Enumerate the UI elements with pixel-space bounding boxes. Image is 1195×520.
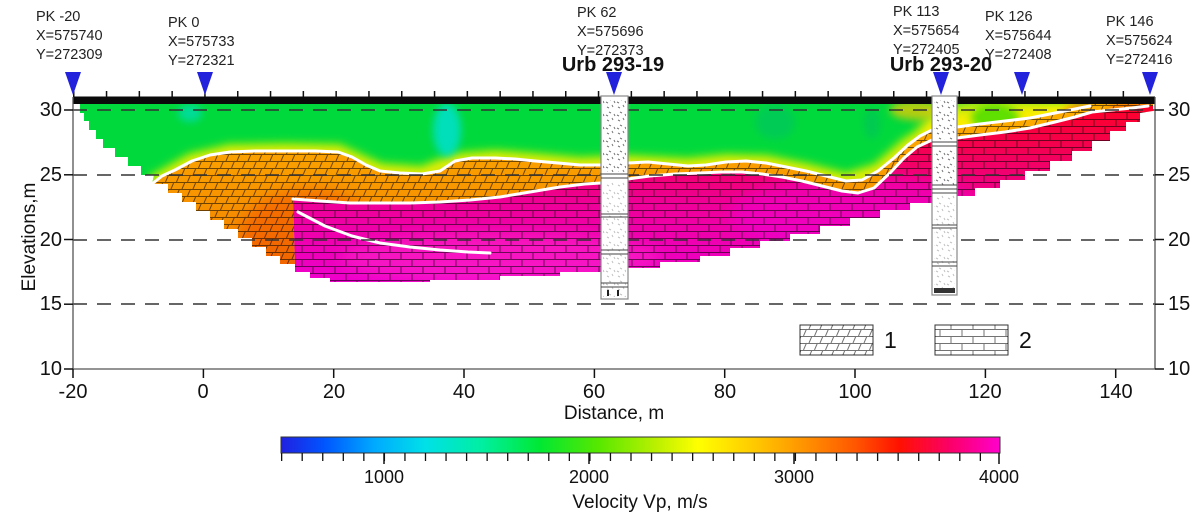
pk-y: Y=272416	[1106, 52, 1173, 68]
pk-x: X=575644	[985, 28, 1052, 44]
x-tick-label: -20	[58, 381, 88, 403]
boundary-red-magenta	[296, 210, 492, 255]
pk-y: Y=272408	[985, 47, 1052, 63]
layer-boundary-lines	[150, 104, 1150, 255]
y-axis-title: Elevations,m	[19, 182, 40, 292]
pk-marker-icon	[933, 72, 949, 95]
pk-x: X=575654	[893, 23, 960, 39]
pk-y: Y=272405	[893, 42, 960, 58]
pk-name: PK 0	[168, 15, 200, 31]
x-tick-label: 80	[713, 381, 737, 403]
colorbar-title: Velocity Vp, m/s	[572, 492, 708, 513]
y-tick-label: 30	[39, 99, 62, 121]
y-tick-label: 25	[39, 164, 62, 186]
y-axis-ticks-right	[1155, 109, 1164, 370]
y-axis-ticks-left	[64, 109, 73, 370]
pk-label-block: PK 146 X=575624 Y=272416	[1106, 13, 1173, 70]
pk-name: PK 146	[1106, 14, 1154, 30]
y-tick-label: 30	[1168, 99, 1191, 121]
borehole-label-urb-293-20: Urb 293-20	[889, 54, 993, 76]
pk-x: X=575740	[36, 28, 103, 44]
pk-y: Y=272373	[577, 43, 644, 59]
boundary-green-orange	[150, 104, 1092, 186]
pk-marker-icons	[65, 72, 1158, 95]
x-tick-label: 40	[452, 381, 476, 403]
pk-x: X=575696	[577, 24, 644, 40]
pk-x: X=575624	[1106, 33, 1173, 49]
x-tick-label: 20	[322, 381, 346, 403]
x-tick-label: 100	[838, 381, 872, 403]
colorbar-tick-label: 1000	[363, 467, 405, 487]
pk-marker-icon	[1014, 72, 1030, 95]
legend-swatch-2	[934, 324, 1009, 356]
pk-marker-icon	[1142, 72, 1158, 95]
velocity-colorbar	[280, 436, 1001, 464]
legend-item-2-label: 2	[1019, 327, 1032, 353]
axes-frame	[72, 97, 1156, 370]
pk-y: Y=272321	[168, 53, 235, 69]
pk-name: PK 62	[577, 5, 617, 21]
y-tick-label: 10	[39, 358, 62, 380]
pk-name: PK -20	[36, 9, 81, 25]
colorbar-tick-label: 4000	[978, 467, 1020, 487]
pk-x: X=575733	[168, 34, 235, 50]
borehole-urb-293-19	[600, 95, 629, 300]
x-tick-label: 0	[197, 381, 209, 403]
pk-label-block: PK -20 X=575740 Y=272309	[36, 8, 103, 65]
pk-label-block: PK 126 X=575644 Y=272408	[985, 8, 1052, 65]
x-tick-label: 60	[582, 381, 606, 403]
colorbar-tick-label: 3000	[773, 467, 815, 487]
y-tick-label: 10	[1168, 358, 1191, 380]
legend-swatch-1	[799, 324, 874, 356]
pk-marker-icon	[65, 72, 81, 95]
y-tick-label: 20	[39, 229, 62, 251]
x-tick-label: 140	[1099, 381, 1133, 403]
pk-label-block: PK 62 X=575696 Y=272373	[577, 4, 644, 61]
y-tick-label: 20	[1168, 229, 1191, 251]
legend-item-1-label: 1	[884, 327, 897, 353]
colorbar-tick-label: 2000	[568, 467, 610, 487]
boundary-orange-magenta	[291, 104, 1150, 205]
pk-marker-icon	[606, 72, 622, 95]
x-axis-ticks	[72, 369, 1117, 378]
pk-y: Y=272309	[36, 47, 103, 63]
y-tick-label: 15	[39, 293, 62, 315]
pk-label-block: PK 113 X=575654 Y=272405	[893, 3, 960, 60]
pk-label-block: PK 0 X=575733 Y=272321	[168, 14, 235, 71]
pk-name: PK 126	[985, 9, 1033, 25]
borehole-urb-293-20	[931, 95, 958, 296]
pk-marker-icon	[197, 72, 213, 95]
y-tick-label: 15	[1168, 293, 1191, 315]
y-tick-label: 25	[1168, 164, 1191, 186]
pk-name: PK 113	[893, 4, 940, 20]
x-axis-title: Distance, m	[563, 403, 665, 424]
x-tick-label: 120	[968, 381, 1002, 403]
borehole-label-urb-293-19: Urb 293-19	[561, 54, 665, 76]
